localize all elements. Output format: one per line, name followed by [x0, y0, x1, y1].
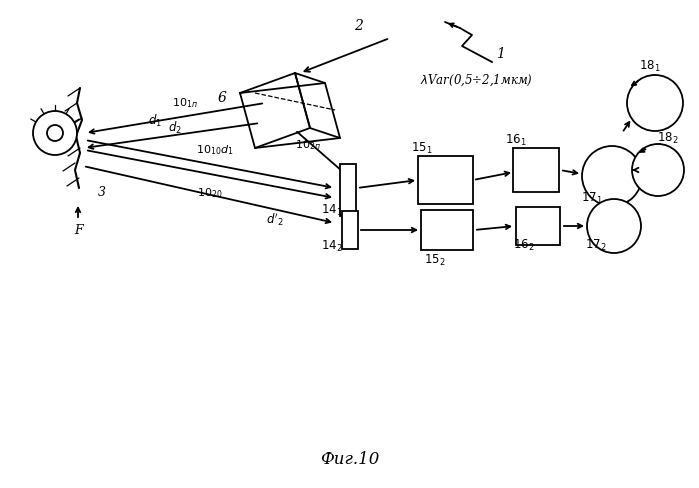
- Text: $\lambda$Var(0,5÷2,1мкм): $\lambda$Var(0,5÷2,1мкм): [420, 72, 533, 88]
- Text: Фиг.10: Фиг.10: [320, 451, 380, 468]
- Bar: [417, 156, 473, 204]
- Text: $16_1$: $16_1$: [505, 132, 527, 147]
- Text: 6: 6: [217, 91, 226, 105]
- Bar: [342, 211, 358, 249]
- Text: $18_2$: $18_2$: [657, 130, 679, 145]
- Text: $d_2$: $d_2$: [168, 120, 182, 136]
- Text: $15_1$: $15_1$: [411, 141, 433, 156]
- Text: $10_{2п}$: $10_{2п}$: [295, 138, 321, 152]
- Text: $d'_2$: $d'_2$: [266, 212, 284, 228]
- Bar: [340, 164, 356, 216]
- Circle shape: [627, 75, 683, 131]
- Circle shape: [47, 125, 63, 141]
- Text: $d_1$: $d_1$: [148, 113, 162, 129]
- Text: $10_{20}$: $10_{20}$: [197, 186, 223, 200]
- Text: F: F: [73, 224, 82, 237]
- Circle shape: [582, 146, 642, 206]
- Text: $16_2$: $16_2$: [513, 238, 535, 253]
- Circle shape: [632, 144, 684, 196]
- Text: 3: 3: [98, 186, 106, 200]
- Circle shape: [587, 199, 641, 253]
- Bar: [513, 148, 559, 192]
- Text: $15_2$: $15_2$: [424, 252, 446, 267]
- Text: $17_2$: $17_2$: [585, 238, 607, 253]
- Text: $18_1$: $18_1$: [639, 59, 661, 74]
- Text: $14_1$: $14_1$: [322, 203, 343, 218]
- Text: $14_2$: $14_2$: [322, 239, 343, 254]
- Text: $17_1$: $17_1$: [582, 190, 603, 205]
- Bar: [421, 210, 473, 250]
- Text: 2: 2: [354, 19, 363, 33]
- Bar: [516, 207, 560, 245]
- Text: 1: 1: [496, 47, 505, 61]
- Circle shape: [33, 111, 77, 155]
- Text: $10_{1п}$: $10_{1п}$: [172, 96, 198, 110]
- Text: $10_{10}d_1$: $10_{10}d_1$: [196, 143, 234, 157]
